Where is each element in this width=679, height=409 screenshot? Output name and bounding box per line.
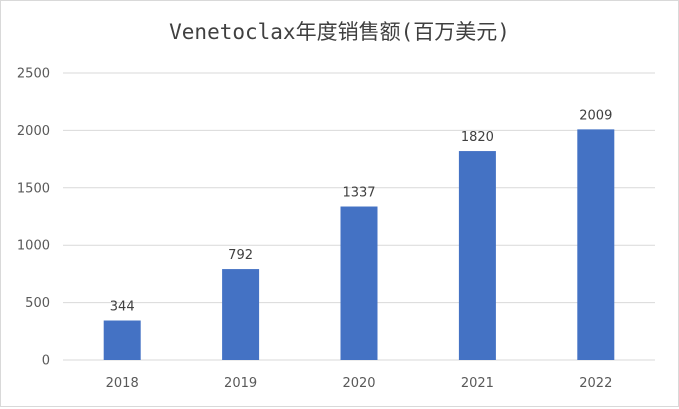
data-label: 1337 (342, 186, 375, 201)
data-label: 2009 (579, 108, 612, 123)
bar-2022 (577, 129, 615, 360)
y-axis-ticks: 0 500 1000 1500 2000 2500 (17, 67, 50, 369)
data-label: 344 (110, 300, 135, 315)
gridlines (63, 72, 655, 361)
y-tick-label: 1500 (17, 181, 50, 196)
bar-2020 (340, 206, 378, 360)
x-axis-ticks: 2018 2019 2020 2021 2022 (106, 376, 613, 391)
y-tick-label: 2000 (17, 124, 50, 139)
chart-title: Venetoclax年度销售额(百万美元) (169, 20, 510, 44)
bar-2018 (103, 320, 141, 360)
x-tick-label: 2022 (579, 376, 612, 391)
y-tick-label: 2500 (17, 67, 50, 82)
y-tick-label: 1000 (17, 239, 50, 254)
y-tick-label: 0 (42, 354, 50, 369)
y-tick-label: 500 (25, 296, 50, 311)
x-tick-label: 2019 (224, 376, 257, 391)
bar-2021 (458, 151, 496, 360)
x-tick-label: 2020 (342, 376, 375, 391)
data-label: 1820 (461, 130, 494, 145)
x-tick-label: 2021 (461, 376, 494, 391)
data-labels: 344 792 1337 1820 2009 (110, 108, 613, 314)
bars (103, 129, 615, 360)
x-tick-label: 2018 (106, 376, 139, 391)
data-label: 792 (228, 248, 253, 263)
bar-2019 (222, 269, 260, 360)
